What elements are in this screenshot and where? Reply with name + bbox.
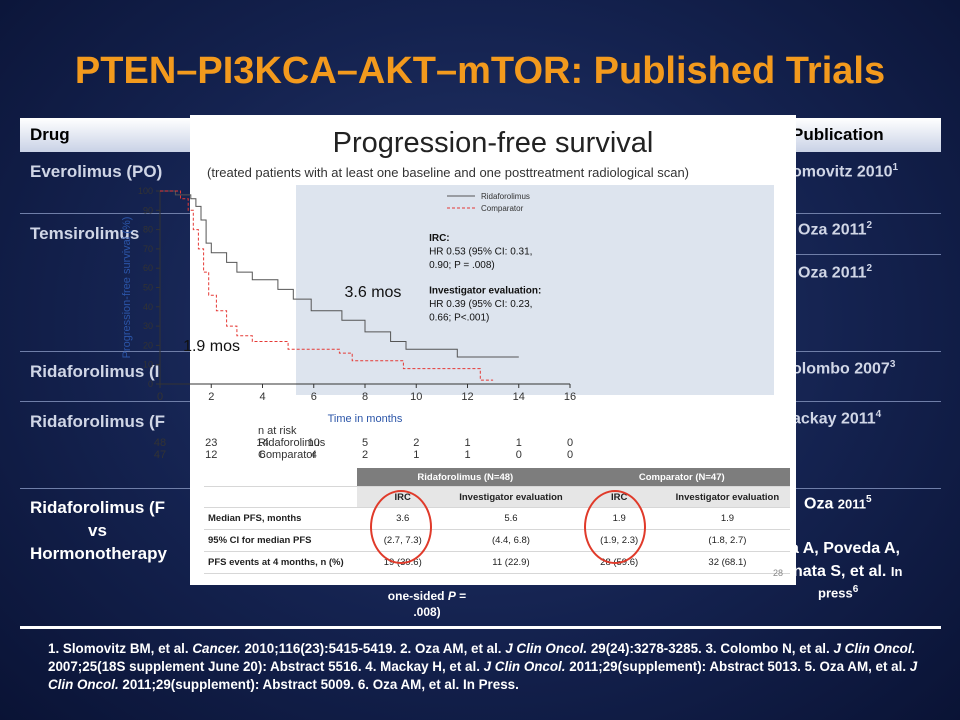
x-tick-label: 0: [157, 391, 163, 403]
header-drug: Drug: [30, 125, 70, 144]
publication-cell: nata S, et al. In: [793, 563, 903, 580]
header-publication: Publication: [792, 125, 884, 144]
publication-cell: Oza 20112: [798, 263, 873, 282]
y-tick-label: 50: [143, 283, 153, 293]
y-axis-label: Progression-free survival (%): [121, 217, 133, 359]
highlight-circle: [584, 490, 646, 564]
publication-cell: a A, Poveda A,: [790, 540, 900, 557]
at-risk-value: 12: [205, 449, 218, 461]
x-tick-label: 8: [362, 391, 368, 403]
table-row: PFS events at 4 months, n (%) 19 (39.6) …: [204, 551, 790, 574]
x-tick-label: 14: [513, 391, 525, 403]
table-row: 95% CI for median PFS (2.7, 7.3) (4.4, 6…: [204, 529, 790, 552]
y-tick-label: 70: [143, 244, 153, 254]
drug-cell: Everolimus (PO): [30, 162, 163, 181]
annotation: 0.90; P = .008): [429, 260, 495, 271]
annotation: HR 0.39 (95% CI: 0.23,: [429, 299, 532, 310]
empty-cell: [204, 486, 358, 508]
stat-note: one-sided P = .008): [387, 589, 467, 619]
references-footnote: 1. Slomovitz BM, et al. Cancer. 2010;116…: [48, 641, 918, 692]
y-tick-label: 80: [143, 225, 153, 235]
results-table-panel: Ridaforolimus (N=48) Comparator (N=47) I…: [200, 465, 790, 585]
at-risk-value: 5: [361, 437, 369, 449]
drug-cell: Hormonotherapy: [30, 544, 167, 563]
empty-cell: [204, 468, 358, 487]
page-number: 28: [773, 568, 784, 578]
col-header: Investigator evaluation: [664, 486, 790, 508]
at-risk-value: 1: [413, 449, 420, 461]
y-tick-label: 100: [138, 186, 153, 196]
at-risk-value: 23: [205, 437, 218, 449]
km-curve-ridaforolimus: [160, 190, 519, 358]
table-row: Median PFS, months 3.6 5.6 1.9 1.9: [204, 507, 790, 530]
publication-cell: press6: [818, 584, 859, 601]
panel-title: Progression-free survival: [332, 127, 654, 159]
y-tick-label: 0: [148, 379, 153, 389]
group-header: Ridaforolimus (N=48): [357, 468, 574, 487]
y-tick-label: 60: [143, 263, 153, 273]
chart-background: [296, 185, 774, 395]
drug-cell: Temsirolimus: [30, 224, 140, 243]
x-tick-label: 12: [461, 391, 473, 403]
publication-cell: Oza 20112: [798, 220, 873, 239]
km-curve-comparator: [160, 190, 494, 381]
x-axis-label: Time in months: [328, 413, 403, 425]
table-bottom-rule: [20, 626, 941, 629]
at-risk-value: 2: [361, 449, 369, 461]
at-risk-value: 0: [515, 449, 522, 461]
slide-title: PTEN–PI3KCA–AKT–mTOR: Published Trials: [74, 50, 886, 92]
at-risk-value: 0: [566, 437, 574, 449]
panel-subtitle: (treated patients with at least one base…: [207, 165, 690, 180]
y-tick-label: 40: [143, 302, 153, 312]
at-risk-value: 47: [153, 449, 167, 461]
publication-cell: olombo 20073: [792, 359, 896, 378]
x-tick-label: 6: [311, 391, 317, 403]
annotation: 3.6 mos: [345, 284, 402, 301]
at-risk-value: 1: [464, 449, 471, 461]
legend-label: Ridaforolimus: [481, 192, 530, 201]
annotation: 0.66; P<.001): [429, 312, 489, 323]
annotation: IRC:: [429, 233, 450, 244]
annotation: 1.9 mos: [183, 338, 240, 355]
at-risk-value: 10: [307, 437, 320, 449]
col-header: Investigator evaluation: [448, 486, 574, 508]
at-risk-name: Comparator: [258, 449, 317, 461]
highlight-circle: [370, 490, 432, 564]
group-header: Comparator (N=47): [573, 468, 790, 487]
at-risk-value: 1: [464, 437, 471, 449]
x-tick-label: 10: [410, 391, 422, 403]
x-tick-label: 2: [208, 391, 214, 403]
at-risk-value: 14: [256, 437, 269, 449]
publication-cell: omovitz 20101: [792, 162, 899, 181]
drug-cell-vs: vs: [88, 521, 107, 540]
drug-cell: Ridaforolimus (I: [30, 362, 160, 381]
results-table: Ridaforolimus (N=48) Comparator (N=47) I…: [204, 468, 790, 574]
at-risk-value: 4: [310, 449, 317, 461]
at-risk-value: 1: [515, 437, 522, 449]
km-chart: 0 2 4 6 8 10 12 14 16 0 10 20 30 40 50 60 70 80 90 100 Time …: [121, 186, 576, 425]
x-tick-label: 16: [564, 391, 576, 403]
x-tick-label: 4: [259, 391, 265, 403]
at-risk-label: n at risk: [258, 425, 297, 437]
publication-cell: Oza 20115: [804, 494, 872, 513]
at-risk-name: Ridaforolimus: [258, 437, 326, 449]
publication-cell: ackay 20114: [792, 409, 882, 428]
at-risk-value: 2: [413, 437, 420, 449]
at-risk-value: 6: [259, 449, 266, 461]
annotation: Investigator evaluation:: [429, 285, 541, 296]
y-tick-label: 90: [143, 205, 153, 215]
y-tick-label: 10: [143, 360, 153, 370]
at-risk-value: 48: [153, 437, 167, 449]
at-risk-value: 0: [566, 449, 574, 461]
drug-cell: Ridaforolimus (F: [30, 498, 166, 517]
legend-label: Comparator: [481, 204, 524, 213]
annotation: HR 0.53 (95% CI: 0.31,: [429, 247, 532, 258]
drug-cell: Ridaforolimus (F: [30, 412, 166, 431]
y-tick-label: 20: [143, 340, 153, 350]
y-tick-label: 30: [143, 321, 153, 331]
